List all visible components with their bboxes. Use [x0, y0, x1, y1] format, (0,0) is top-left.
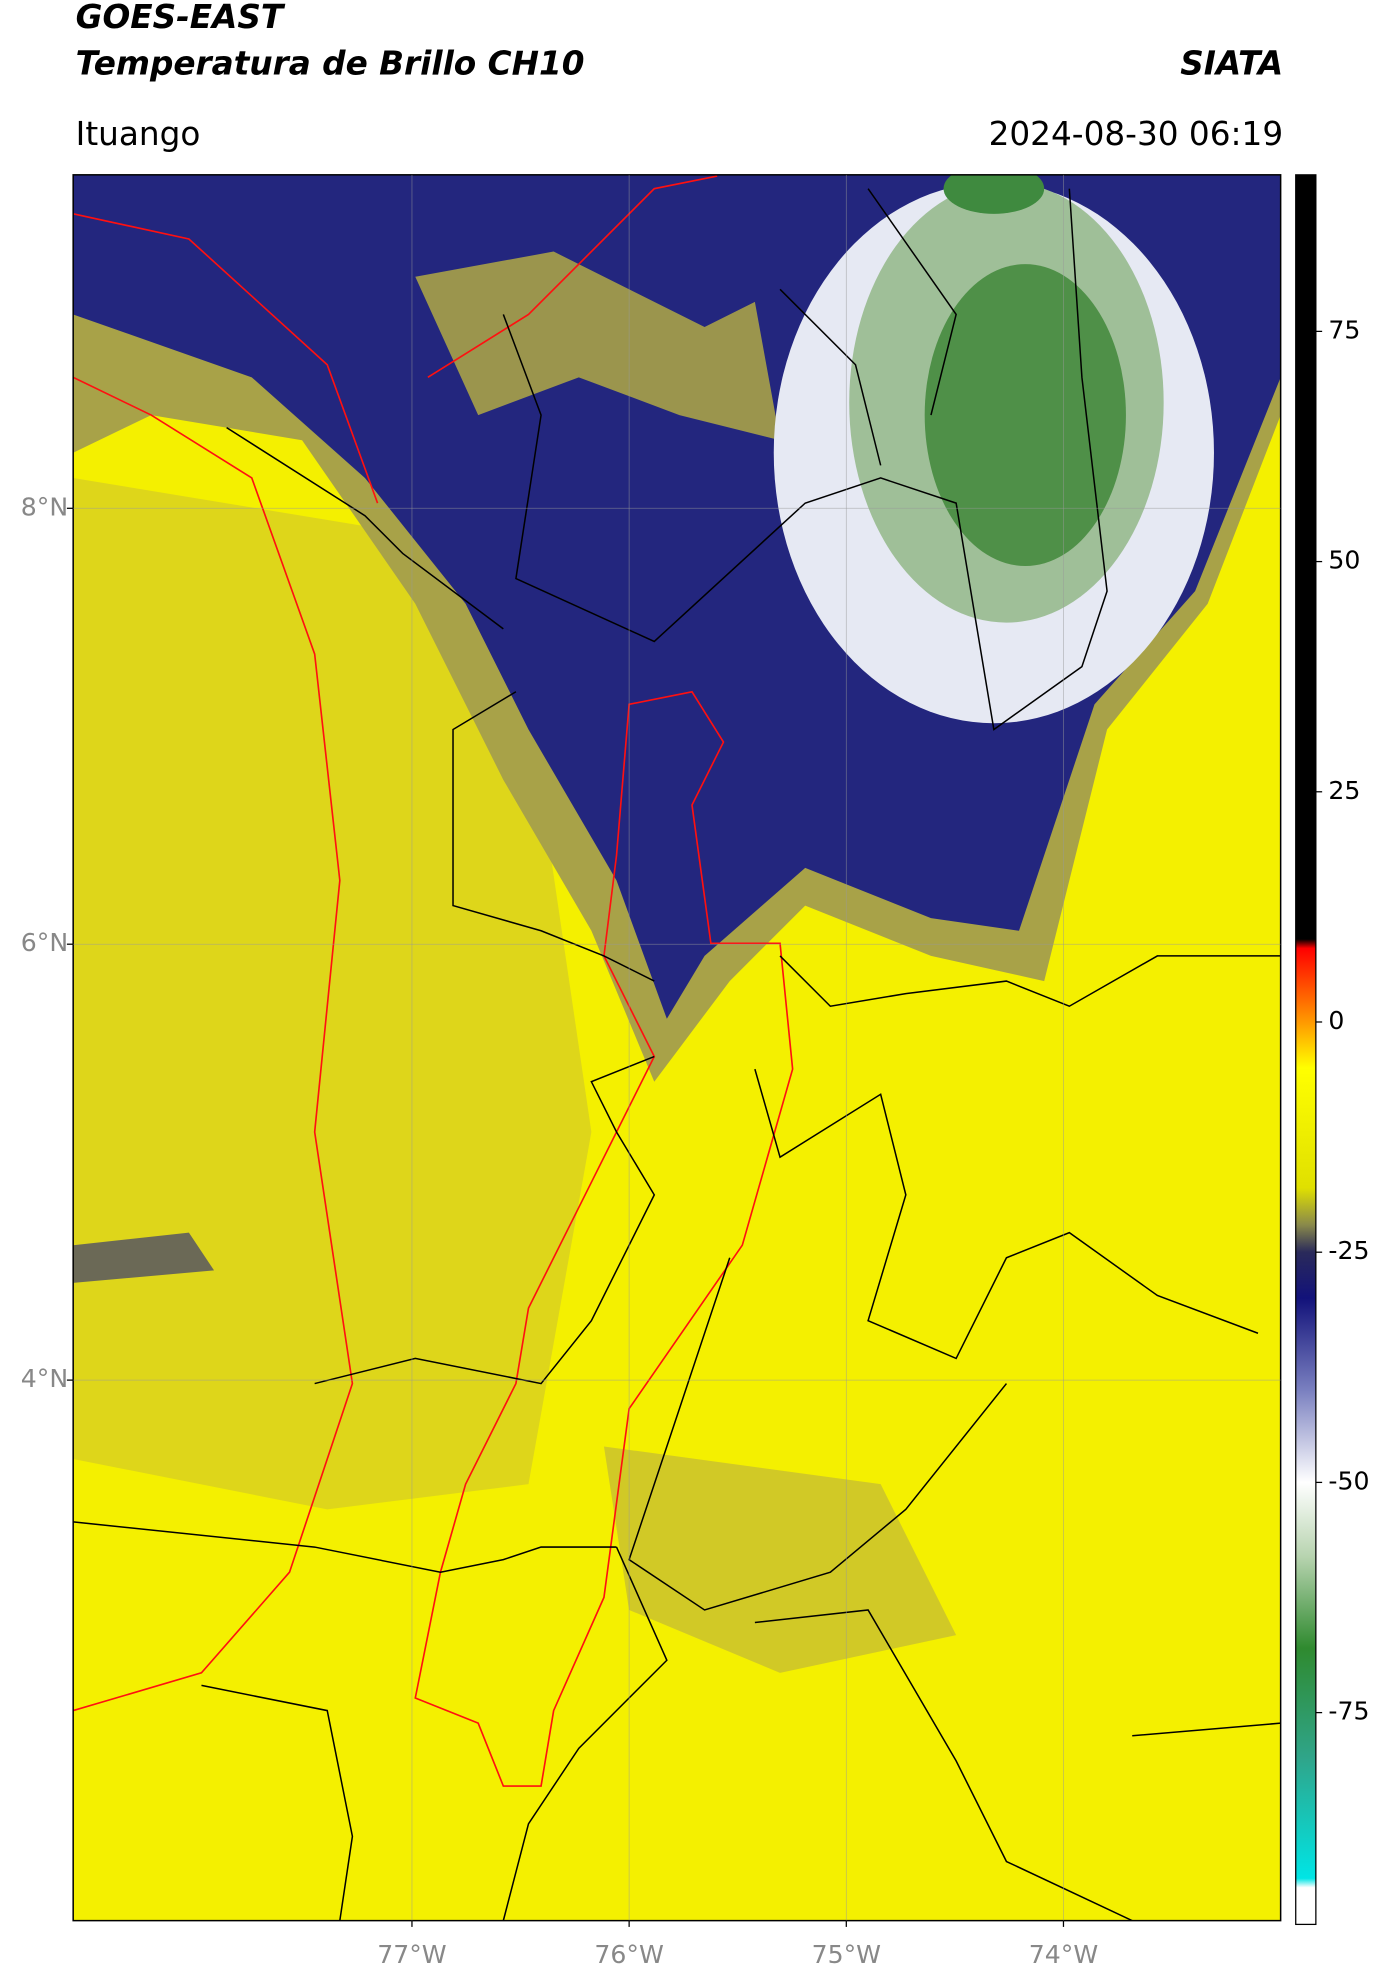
- subtitle: Temperatura de Brillo CH10: [76, 44, 585, 82]
- source: SIATA: [1180, 44, 1283, 82]
- colorbar-label: 50: [1328, 546, 1360, 575]
- colorbar-label: -50: [1328, 1466, 1369, 1495]
- lon-label: 74°W: [1029, 1940, 1099, 1969]
- colorbar-label: 0: [1328, 1006, 1344, 1035]
- lon-label: 76°W: [594, 1940, 664, 1969]
- lat-label: 4°N: [21, 1364, 68, 1393]
- lon-label: 75°W: [812, 1940, 882, 1969]
- lat-label: 6°N: [21, 928, 68, 957]
- datetime: 2024-08-30 06:19: [989, 115, 1284, 153]
- colorbar-label: 25: [1328, 776, 1360, 805]
- colorbar-label: -75: [1328, 1697, 1369, 1726]
- map-frame: [72, 174, 1282, 1922]
- map-image: [73, 174, 1281, 1921]
- lon-label: 77°W: [377, 1940, 447, 1969]
- lat-label: 8°N: [21, 492, 68, 521]
- colorbar-label: 75: [1328, 315, 1360, 344]
- location: Ituango: [76, 115, 201, 153]
- colorbar-label: -25: [1328, 1236, 1369, 1265]
- colorbar: [1295, 174, 1317, 1926]
- title: GOES-EAST: [76, 0, 286, 36]
